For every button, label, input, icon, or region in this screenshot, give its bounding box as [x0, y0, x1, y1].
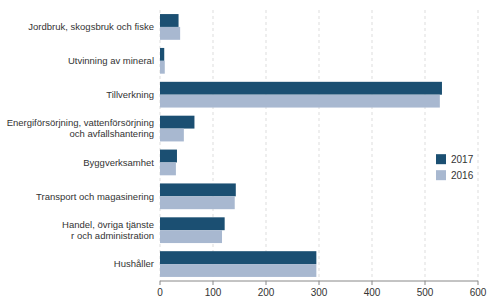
- bar: [160, 61, 165, 74]
- category-label: Transport och magasinering: [36, 191, 154, 202]
- bar: [160, 264, 316, 277]
- grid-line: [372, 10, 373, 281]
- tick-mark: [266, 281, 267, 285]
- bar: [160, 217, 225, 230]
- tick-label: 100: [205, 287, 222, 298]
- bar: [160, 162, 176, 175]
- tick-label: 0: [157, 287, 163, 298]
- tick-mark: [478, 281, 479, 285]
- bar: [160, 196, 235, 209]
- category-label: Jordbruk, skogsbruk och fiske: [28, 21, 154, 32]
- tick-label: 300: [311, 287, 328, 298]
- grid-line: [425, 10, 426, 281]
- bar: [160, 27, 180, 40]
- legend-swatch: [436, 170, 446, 180]
- chart: Hushåller Handel, övriga tjänster och adm…: [0, 0, 492, 303]
- bar: [160, 82, 442, 95]
- category-label: Handel, övriga tjänster och administrati…: [62, 219, 154, 241]
- bar: [160, 48, 164, 61]
- legend-label: 2017: [451, 154, 474, 165]
- grid: [160, 10, 478, 281]
- bar: [160, 116, 194, 129]
- tick-label: 200: [258, 287, 275, 298]
- bar: [160, 230, 222, 243]
- tick-mark: [319, 281, 320, 285]
- category-label: Tillverkning: [106, 89, 154, 100]
- category-label: Byggverksamhet: [83, 157, 154, 168]
- x-axis-line: [160, 281, 478, 282]
- grid-line: [478, 10, 479, 281]
- tick-mark: [213, 281, 214, 285]
- grid-line: [319, 10, 320, 281]
- tick-label: 500: [417, 287, 434, 298]
- bar: [160, 14, 179, 27]
- tick-mark: [160, 281, 161, 285]
- category-label: Utvinning av mineral: [68, 55, 154, 66]
- bar: [160, 129, 184, 142]
- bars: [160, 14, 442, 277]
- legend-swatch: [436, 154, 446, 164]
- bar: [160, 95, 440, 108]
- tick-label: 400: [364, 287, 381, 298]
- grid-line: [266, 10, 267, 281]
- x-axis: 0 100 200 300 400 500 600: [157, 281, 487, 298]
- bar: [160, 251, 316, 264]
- tick-mark: [425, 281, 426, 285]
- tick-label: 600: [470, 287, 487, 298]
- bar: [160, 183, 236, 196]
- tick-mark: [372, 281, 373, 285]
- page: {"chart_data": {"type": "bar", "orientat…: [0, 0, 492, 303]
- y-axis-labels: Hushåller Handel, övriga tjänster och adm…: [7, 21, 155, 269]
- legend: 2017 2016: [436, 154, 474, 181]
- bar: [160, 150, 177, 163]
- category-label: Hushåller: [114, 258, 154, 269]
- legend-label: 2016: [451, 170, 474, 181]
- category-label: Energiförsörjning, vattenförsörjningoch …: [7, 117, 154, 139]
